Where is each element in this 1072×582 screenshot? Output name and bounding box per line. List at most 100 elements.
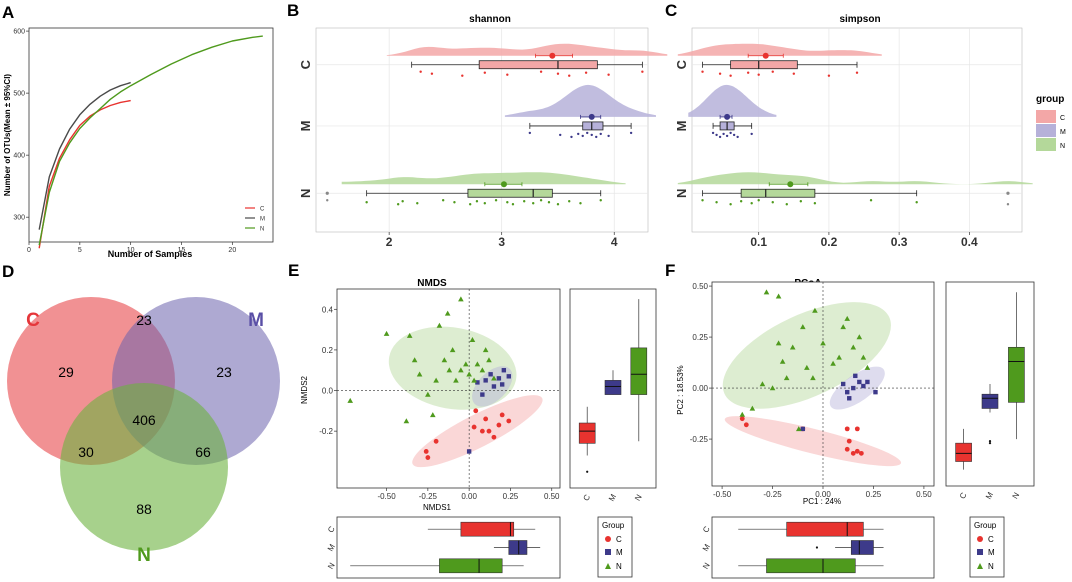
ord-point-n <box>789 344 796 350</box>
ord-point-n <box>775 293 782 299</box>
rain-point-n <box>869 199 873 202</box>
rain-group-label-c: C <box>674 59 689 69</box>
pcoa-legend-label-m: M <box>988 548 995 557</box>
rain-point-c <box>757 73 760 76</box>
ord-point-c <box>844 446 850 452</box>
ord-point-n <box>430 412 436 418</box>
ord-point-n <box>486 357 492 363</box>
ord-ytick-label: 0.25 <box>692 333 708 342</box>
panel-b-title: shannon <box>469 14 511 25</box>
bottom-box-n <box>766 558 856 574</box>
ord-point-n <box>860 354 867 360</box>
rain-density-m <box>688 84 777 117</box>
rain-point-m <box>722 132 725 136</box>
rain-point-n <box>416 202 419 205</box>
rain-point-n <box>750 202 753 205</box>
rain-group-label-m: M <box>674 120 689 131</box>
panel-f-xlabel: PC1 : 24% <box>803 497 841 506</box>
legend-swatch-n <box>1036 138 1056 151</box>
ord-point-c <box>743 422 749 428</box>
rain-box-c <box>730 60 798 70</box>
rain-point-m <box>718 135 722 139</box>
rain-point-c <box>792 72 796 75</box>
nmds-legend-label-n: N <box>616 562 622 571</box>
ord-point-m <box>506 374 511 379</box>
panel-f-ylabel: PC2 : 18.53% <box>676 365 685 414</box>
side-outlier <box>988 442 992 445</box>
ord-point-n <box>482 347 489 353</box>
panel-a-frame <box>28 27 274 243</box>
panel-e-ylabel: NMDS2 <box>300 375 309 404</box>
ord-point-c <box>491 434 497 440</box>
ord-point-m <box>501 368 507 373</box>
rain-box-c <box>478 60 598 70</box>
rain-point-c <box>718 72 722 75</box>
rain-xtick-label: 0.2 <box>821 235 838 249</box>
venn-label-m: M <box>248 310 264 331</box>
ord-point-c <box>739 416 745 422</box>
side-box-label-c: C <box>581 493 592 503</box>
rain-point-m <box>570 135 573 139</box>
rain-point-c <box>855 71 859 74</box>
pcoa-legend-label-n: N <box>988 562 994 571</box>
ord-ytick-label: 0.00 <box>692 384 708 393</box>
ord-ellipse-n <box>722 302 891 409</box>
ord-point-n <box>471 377 477 383</box>
ord-xtick-label: 0.00 <box>815 490 831 499</box>
ord-point-m <box>475 380 480 385</box>
rain-point-c <box>729 74 732 77</box>
side-box-label-c: C <box>958 491 969 501</box>
rain-box-n <box>740 188 816 198</box>
rain-point-m <box>725 134 729 138</box>
rain-density-n <box>677 172 1033 185</box>
pcoa-legend-marker-n <box>977 563 983 569</box>
rain-point-m <box>599 132 602 136</box>
rain-point-c <box>483 71 487 74</box>
rain-point-c <box>568 74 571 77</box>
ord-point-n <box>779 358 786 364</box>
ord-point-n <box>436 322 443 328</box>
side-box-m <box>981 393 999 409</box>
ord-point-m <box>845 389 850 395</box>
side-box-m <box>604 380 622 395</box>
side-box-label-n: N <box>633 493 644 503</box>
ord-point-c <box>854 448 860 454</box>
ord-point-n <box>433 377 439 383</box>
rain-point-c <box>607 73 610 76</box>
a-legend-label-m: M <box>260 217 265 223</box>
rain-point-n <box>568 200 571 203</box>
ord-point-c <box>486 428 492 434</box>
ord-point-c <box>854 426 860 432</box>
rarefaction-chart: Number of Samples Number of OTUs(Mean ± … <box>3 27 274 259</box>
ord-point-n <box>810 375 816 381</box>
rain-point-c <box>584 71 588 74</box>
ord-xtick-label: 0.25 <box>503 492 519 501</box>
ord-point-c <box>483 416 489 422</box>
rain-box-m <box>582 121 604 131</box>
rain-point-n <box>1006 203 1010 206</box>
ord-point-n <box>850 344 857 350</box>
rain-point-c <box>701 70 704 73</box>
rain-mean-c <box>762 52 769 59</box>
rarefaction-line-n <box>38 35 263 246</box>
side-box-c <box>955 442 972 462</box>
rain-point-m <box>590 133 593 137</box>
ord-point-n <box>795 426 802 432</box>
side-box-label-m: M <box>984 490 995 501</box>
ord-point-n <box>458 296 464 302</box>
ord-point-n <box>411 357 418 363</box>
bottom-box-label-m: M <box>326 542 337 553</box>
rain-point-n <box>365 201 368 204</box>
pcoa-legend-frame <box>969 516 1005 578</box>
rain-point-m <box>715 133 718 137</box>
rain-point-c <box>461 74 464 77</box>
ord-point-m <box>847 396 852 401</box>
ord-point-m <box>857 379 862 385</box>
nmds-group-legend: Group C M N <box>597 516 633 578</box>
rain-point-n <box>729 203 732 206</box>
rarefaction-line-m <box>38 81 131 230</box>
nmds-legend-label-c: C <box>616 535 622 544</box>
ord-point-n <box>479 367 486 373</box>
ord-point-c <box>473 408 479 414</box>
bottom-box-label-n: N <box>701 561 712 571</box>
